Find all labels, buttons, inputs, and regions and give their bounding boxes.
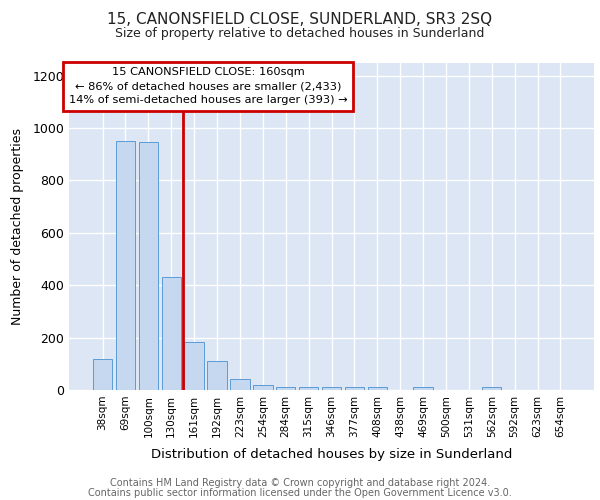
Bar (184, 342, 204, 390)
Bar (230, 378, 250, 390)
Text: Size of property relative to detached houses in Sunderland: Size of property relative to detached ho… (115, 28, 485, 40)
Bar (413, 388, 433, 390)
Bar (116, 141, 135, 390)
Bar (322, 386, 341, 390)
Y-axis label: Number of detached properties: Number of detached properties (11, 128, 24, 325)
Bar (482, 388, 502, 390)
Bar (93, 358, 112, 390)
Text: 15 CANONSFIELD CLOSE: 160sqm
← 86% of detached houses are smaller (2,433)
14% of: 15 CANONSFIELD CLOSE: 160sqm ← 86% of de… (69, 68, 347, 106)
X-axis label: Distribution of detached houses by size in Sunderland: Distribution of detached houses by size … (151, 448, 512, 461)
Bar (276, 386, 295, 390)
Bar (368, 388, 387, 390)
Bar (208, 360, 227, 390)
Text: 15, CANONSFIELD CLOSE, SUNDERLAND, SR3 2SQ: 15, CANONSFIELD CLOSE, SUNDERLAND, SR3 2… (107, 12, 493, 28)
Bar (161, 278, 181, 390)
Bar (344, 386, 364, 390)
Bar (139, 142, 158, 390)
Bar (253, 385, 272, 390)
Bar (299, 386, 319, 390)
Text: Contains public sector information licensed under the Open Government Licence v3: Contains public sector information licen… (88, 488, 512, 498)
Text: Contains HM Land Registry data © Crown copyright and database right 2024.: Contains HM Land Registry data © Crown c… (110, 478, 490, 488)
